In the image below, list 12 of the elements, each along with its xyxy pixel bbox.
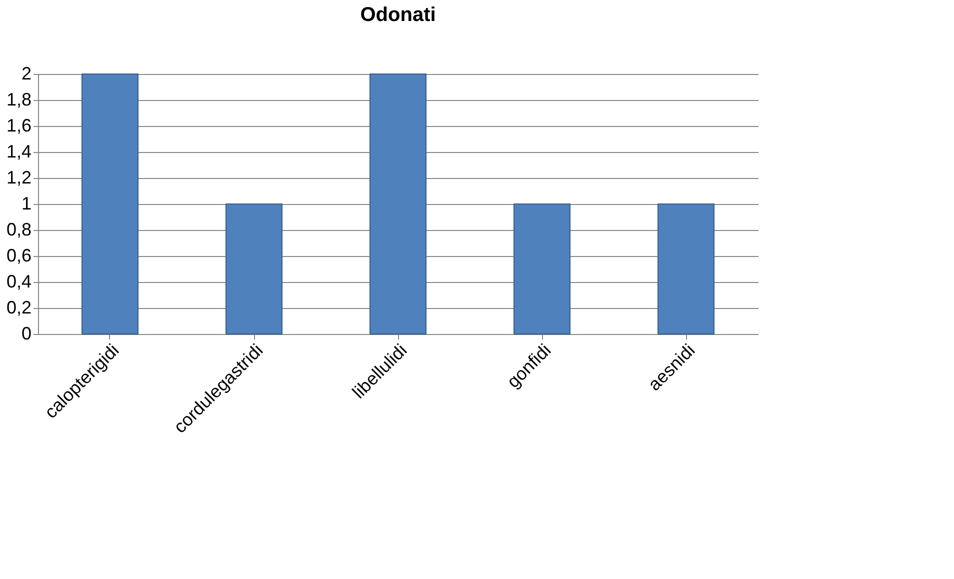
chart-title: Odonati: [360, 4, 436, 26]
y-tick-label: 0,8: [6, 220, 32, 240]
y-tick-label: 1,2: [6, 168, 32, 188]
y-tick-label: 1,4: [6, 142, 32, 162]
y-tick-label: 1,8: [6, 90, 32, 110]
y-tick-label: 1: [21, 194, 32, 214]
y-tick-label: 0: [21, 324, 32, 344]
y-tick-label: 0,2: [6, 298, 32, 318]
y-tick-label: 2: [21, 64, 32, 84]
y-tick-label: 1,6: [6, 116, 32, 136]
y-tick-label: 0,4: [6, 272, 32, 292]
y-tick-label: 0,6: [6, 246, 32, 266]
